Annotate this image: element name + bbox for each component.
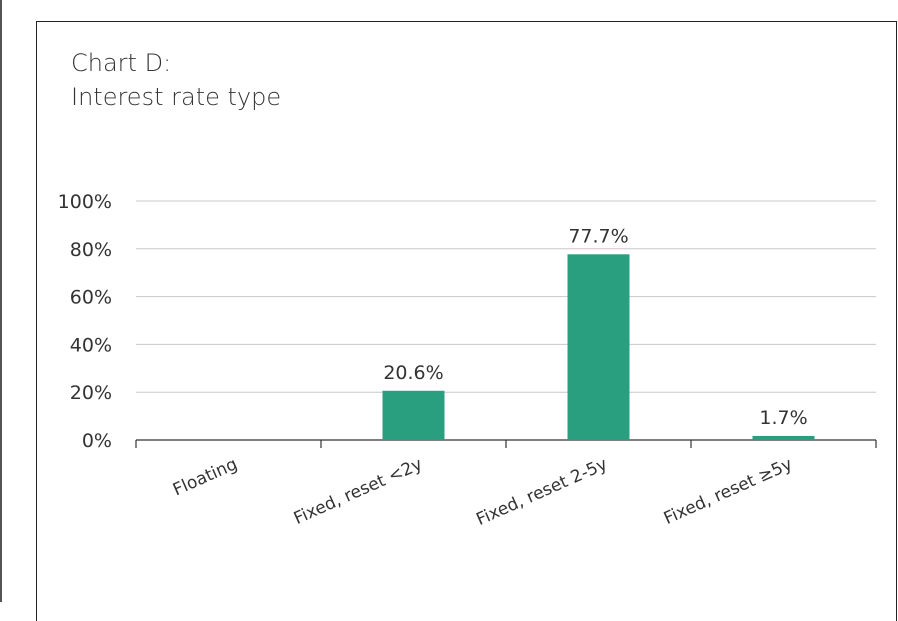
bar-chart: 0% 20% 40% 60% 80% 100% Floating 20.6% Fixed, re… bbox=[58, 191, 877, 530]
bar bbox=[752, 435, 815, 440]
chart-title-line1: Chart D: bbox=[71, 49, 172, 77]
y-tick-label: 80% bbox=[70, 239, 112, 261]
y-tick-label: 60% bbox=[70, 287, 112, 309]
bar bbox=[382, 390, 445, 440]
y-tick-label: 0% bbox=[82, 430, 112, 452]
y-tick-label: 20% bbox=[70, 382, 112, 404]
category-label: Floating bbox=[170, 454, 241, 500]
category-label: Fixed, reset 2-5y bbox=[473, 454, 610, 530]
left-divider bbox=[0, 0, 2, 602]
y-tick-label: 100% bbox=[58, 191, 112, 213]
y-tick-label: 40% bbox=[70, 334, 112, 356]
category-label: Fixed, reset <2y bbox=[291, 454, 426, 529]
data-label: 1.7% bbox=[759, 407, 807, 429]
category-label: Fixed, reset ≥5y bbox=[661, 454, 796, 529]
data-label: 77.7% bbox=[568, 225, 628, 247]
chart-frame bbox=[36, 21, 897, 621]
bar bbox=[567, 254, 630, 440]
data-label: 20.6% bbox=[383, 362, 443, 384]
chart-title: Chart D: Interest rate type bbox=[71, 46, 281, 114]
chart-title-line2: Interest rate type bbox=[71, 83, 282, 111]
